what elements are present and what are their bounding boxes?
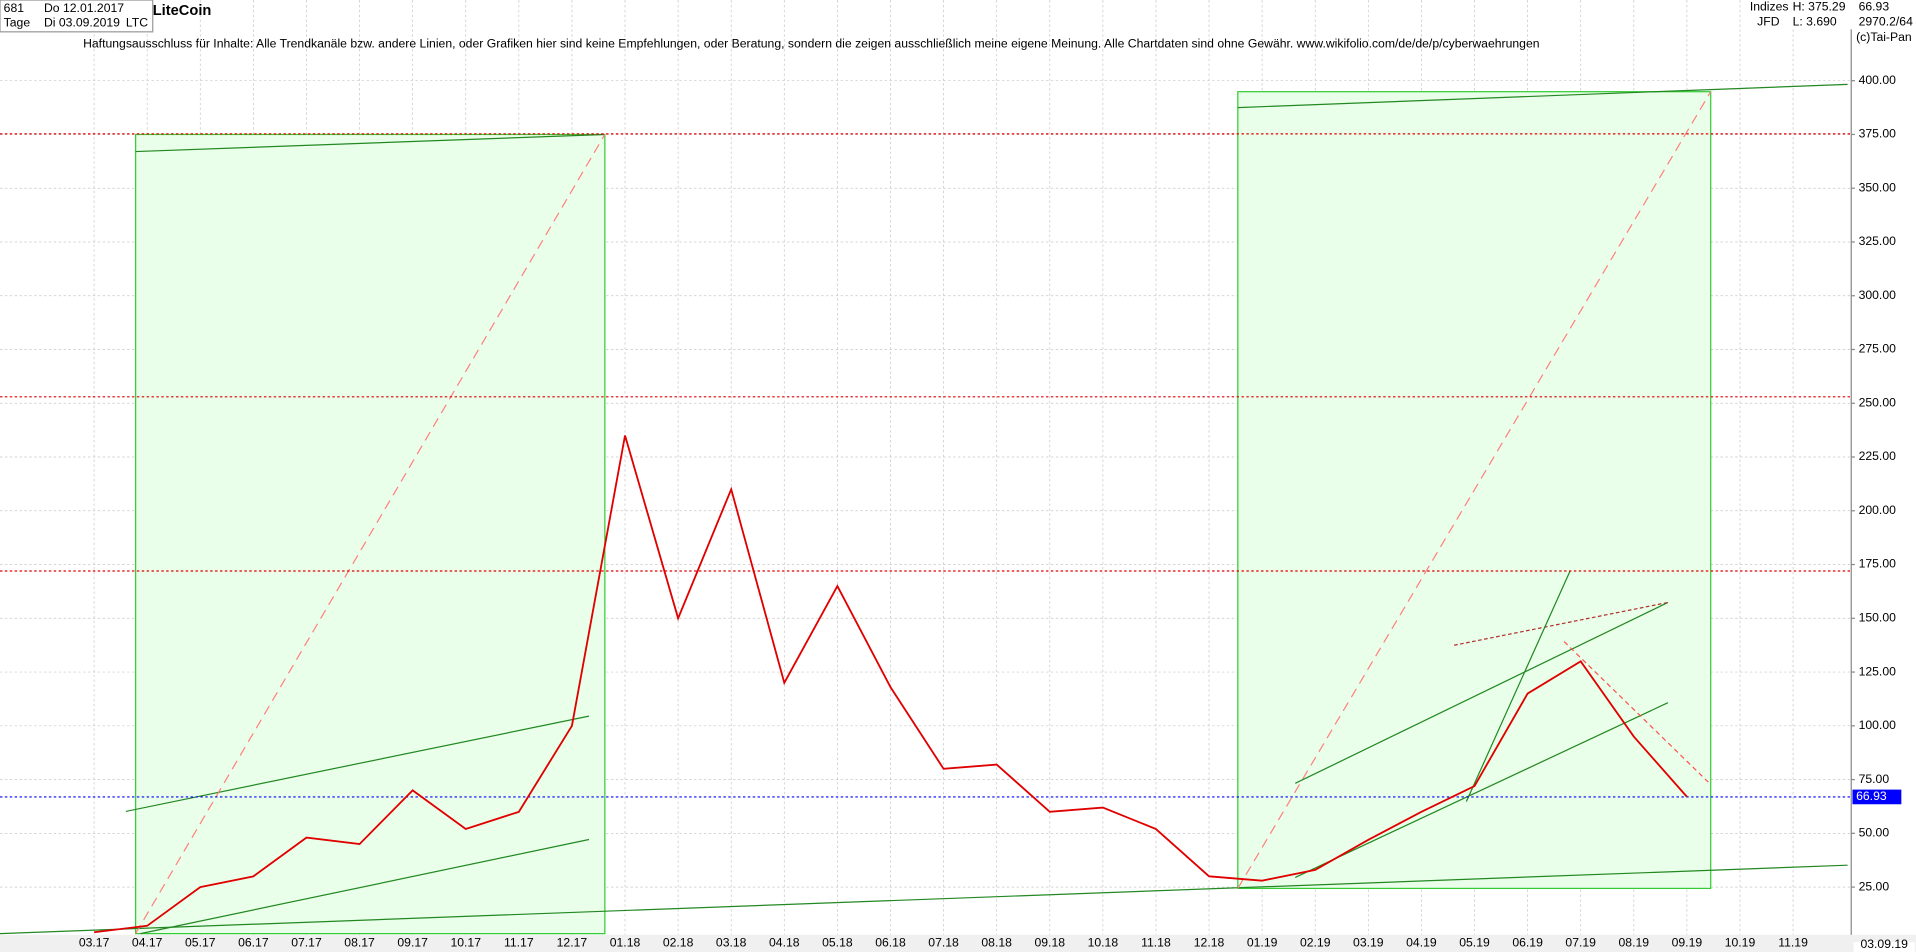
x-tick-label: 07.18: [928, 936, 959, 950]
high: H: 375.29: [1793, 0, 1846, 14]
x-tick-label: 08.17: [344, 936, 375, 950]
disclaimer: Haftungsausschluss für Inhalte: Alle Tre…: [83, 36, 1539, 50]
y-tick-label: 275.00: [1859, 342, 1897, 356]
count: 2970.2/64: [1859, 14, 1914, 28]
trend-line: [0, 864, 1848, 935]
axis-panel: [1851, 0, 1916, 952]
x-tick-label: 01.18: [610, 936, 641, 950]
y-tick-label: 175.00: [1859, 557, 1897, 571]
trend-line: [135, 133, 605, 153]
x-tick-label: 11.19: [1778, 936, 1808, 950]
end-date: 03.09.19: [1860, 937, 1908, 951]
diagonal: [135, 134, 606, 934]
y-tick-label: 100.00: [1859, 718, 1897, 732]
x-tick-label: 11.17: [504, 936, 534, 950]
y-tick-label: 400.00: [1859, 73, 1897, 87]
y-tick-label: 225.00: [1859, 449, 1897, 463]
x-tick-label: 07.17: [291, 936, 322, 950]
x-tick-label: 08.19: [1619, 936, 1650, 950]
x-tick-label: 12.17: [557, 936, 588, 950]
source: JFD: [1757, 14, 1780, 28]
copyright: (c)Tai-Pan: [1856, 30, 1912, 44]
trend-line: [1294, 601, 1669, 784]
symbol: LTC: [126, 15, 148, 29]
plot: [0, 133, 1852, 934]
last-price-box: [1852, 789, 1902, 805]
y-tick-label: 125.00: [1859, 664, 1897, 678]
x-tick-label: 06.18: [875, 936, 906, 950]
x-tick-label: 04.19: [1406, 936, 1437, 950]
trend-line: [125, 715, 590, 813]
x-tick-label: 04.18: [769, 936, 800, 950]
x-tick-label: 02.19: [1300, 936, 1331, 950]
chart-title: LiteCoin: [153, 3, 212, 19]
y-tick-label: 250.00: [1859, 395, 1897, 409]
x-tick-label: 03.19: [1353, 936, 1384, 950]
trend-line: [140, 838, 590, 935]
y-tick-label: 325.00: [1859, 234, 1897, 248]
y-tick-label: 300.00: [1859, 288, 1897, 302]
diagonal: [1237, 91, 1712, 889]
x-tick-label: 09.19: [1672, 936, 1703, 950]
x-axis-panel: [0, 934, 1916, 952]
last: 66.93: [1859, 0, 1890, 14]
y-tick-label: 25.00: [1859, 879, 1890, 893]
start-date: Do 12.01.2017: [44, 1, 124, 15]
x-tick-label: 02.18: [663, 936, 694, 950]
x-tick-label: 12.18: [1194, 936, 1225, 950]
price-line: [93, 435, 1688, 934]
trend-line: [1237, 83, 1848, 109]
trend-line: [1465, 570, 1571, 802]
x-tick-label: 11.18: [1141, 936, 1171, 950]
x-tick-label: 05.18: [822, 936, 853, 950]
x-tick-label: 06.19: [1512, 936, 1543, 950]
end-date-header: Di 03.09.2019: [44, 15, 120, 29]
x-tick-label: 01.19: [1247, 936, 1278, 950]
info-box: [1747, 0, 1916, 30]
y-tick-label: 150.00: [1859, 611, 1897, 625]
x-tick-label: 10.18: [1088, 936, 1119, 950]
x-tick-label: 10.19: [1725, 936, 1756, 950]
x-tick-label: 05.19: [1459, 936, 1490, 950]
x-tick-label: 04.17: [132, 936, 163, 950]
x-tick-label: 09.17: [397, 936, 428, 950]
x-tick-label: 06.17: [238, 936, 269, 950]
header-box: [0, 0, 154, 33]
low: L: 3.690: [1793, 14, 1837, 28]
x-tick-label: 03.18: [716, 936, 747, 950]
period[interactable]: 681: [4, 1, 25, 15]
y-tick-label: 350.00: [1859, 180, 1897, 194]
end-date-box: [1853, 942, 1915, 952]
y-tick-label: 75.00: [1859, 772, 1890, 786]
x-tick-label: 07.19: [1565, 936, 1596, 950]
trend-line: [1294, 702, 1669, 878]
y-tick-label: 50.00: [1859, 826, 1890, 840]
y-tick-label: 200.00: [1859, 503, 1897, 517]
x-tick-label: 05.17: [185, 936, 216, 950]
group: Indizes: [1750, 0, 1789, 14]
x-tick-label: 08.18: [981, 936, 1012, 950]
y-tick-label: 375.00: [1859, 127, 1897, 141]
x-tick-label: 03.17: [79, 936, 110, 950]
x-tick-label: 09.18: [1034, 936, 1065, 950]
unit[interactable]: Tage: [4, 15, 31, 29]
x-tick-label: 10.17: [450, 936, 481, 950]
last-price-label: 66.93: [1856, 789, 1887, 803]
